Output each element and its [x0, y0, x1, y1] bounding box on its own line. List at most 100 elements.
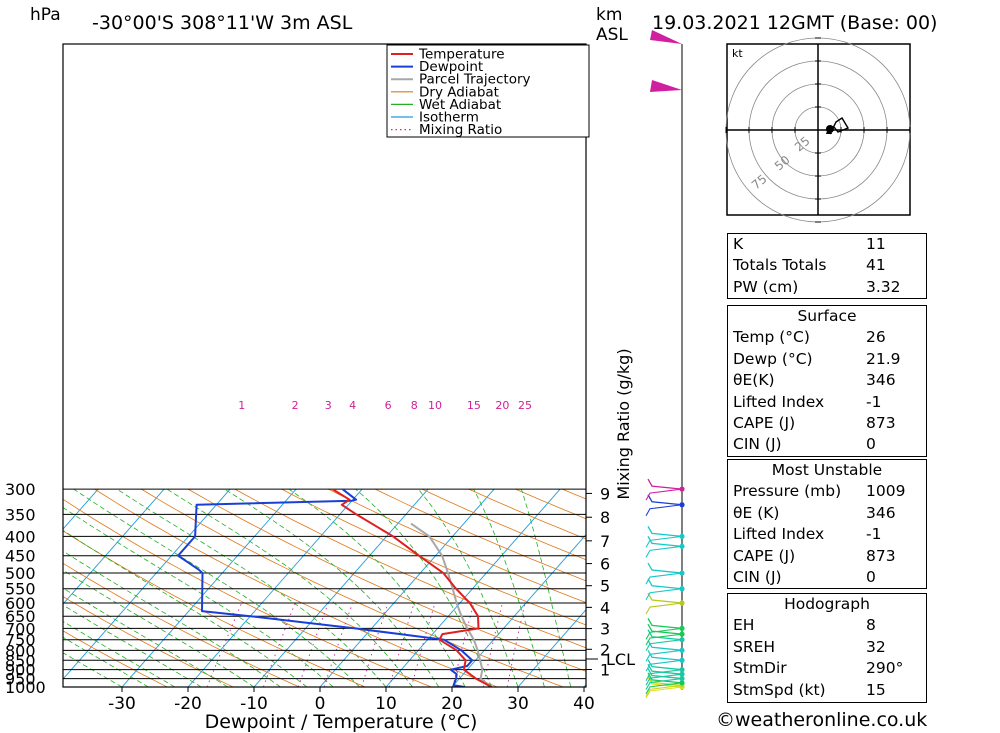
- dry-adiabat-line: [328, 488, 586, 604]
- stat-label: StmDir: [733, 659, 787, 678]
- pressure-tick-label: 1000: [5, 678, 46, 697]
- stat-label: PW (cm): [733, 277, 799, 296]
- pressure-tick-label: 600: [5, 594, 36, 613]
- stat-row: Pressure (mb) 1009: [728, 481, 926, 502]
- x-tick-label: 40: [573, 694, 595, 714]
- pressure-tick-label: 400: [5, 527, 36, 546]
- stat-row: Lifted Index -1: [728, 392, 926, 413]
- wind-barb: [647, 536, 683, 547]
- x-tick-label: -10: [240, 694, 268, 714]
- dewpoint-line: [177, 488, 474, 687]
- x-tick-label: 20: [441, 694, 463, 714]
- stat-label: CIN (J): [733, 435, 782, 454]
- dry-adiabat-line: [63, 530, 366, 687]
- mixing-ratio-tick-label: 25: [518, 399, 532, 412]
- wind-barb: [645, 588, 683, 601]
- wind-barb: [645, 633, 683, 646]
- pressure-tick-label: 900: [5, 661, 36, 680]
- wind-barb: [647, 494, 683, 506]
- x-tick-label: -20: [174, 694, 202, 714]
- stat-label: CIN (J): [733, 567, 782, 586]
- wet-adiabat-line: [63, 652, 123, 687]
- mixing-ratio-line: [506, 602, 526, 687]
- stat-label: Lifted Index: [733, 525, 825, 544]
- plot-frame: [62, 43, 587, 688]
- stat-label: Totals Totals: [733, 256, 827, 275]
- stat-row: K 11: [728, 234, 926, 255]
- pressure-tick-label: 800: [5, 641, 36, 660]
- isotherm-line: [385, 488, 561, 687]
- wind-barb: [645, 649, 683, 662]
- stat-value: 873: [866, 546, 896, 565]
- stat-label: θE(K): [733, 371, 775, 390]
- mixing-ratio-tick-label: 8: [411, 399, 418, 412]
- wind-barb: [645, 504, 683, 517]
- stat-value: 41: [866, 256, 886, 275]
- km-tick-label: 9: [600, 484, 610, 503]
- wind-barb: [647, 562, 683, 574]
- x-tick-label: 0: [315, 694, 326, 714]
- wind-barb: [645, 535, 683, 548]
- stat-row: Temp (°C) 26: [728, 327, 926, 348]
- wind-flag: [650, 80, 682, 92]
- indices-panel: K 11 Totals Totals 41 PW (cm) 3.32: [727, 233, 927, 300]
- lcl-label: LCL: [606, 650, 635, 669]
- stat-label: θE (K): [733, 503, 780, 522]
- dry-adiabat-line: [94, 488, 498, 687]
- legend-label: Isotherm: [419, 110, 479, 126]
- stat-row: Dewp (°C) 21.9: [728, 349, 926, 370]
- stat-row: CAPE (J) 873: [728, 546, 926, 567]
- wet-adiabat-line: [166, 488, 413, 687]
- wet-adiabat-line: [63, 636, 149, 687]
- km-tick-label: 1: [600, 660, 610, 679]
- stat-value: -1: [866, 392, 882, 411]
- stat-row: StmSpd (kt) 15: [728, 680, 926, 701]
- wind-barb: [647, 618, 683, 630]
- isotherm-line: [517, 609, 586, 687]
- surface-title: Surface: [797, 307, 857, 325]
- dry-adiabat-line: [63, 498, 432, 687]
- mixing-ratio-tick-label: 10: [428, 399, 442, 412]
- mixing-ratio-line: [297, 602, 329, 687]
- mixing-ratio-line: [388, 602, 415, 687]
- stat-value: 15: [866, 680, 886, 699]
- storm-motion-marker: [826, 125, 832, 134]
- hodograph-trace: [829, 117, 850, 135]
- pressure-tick-label: 750: [5, 631, 36, 650]
- wind-barb: [647, 639, 683, 651]
- wind-barb: [645, 488, 683, 501]
- asl-label: ASL: [596, 25, 628, 45]
- stat-row: Totals Totals 41: [728, 255, 926, 276]
- wind-barb: [645, 545, 683, 558]
- stat-label: Temp (°C): [733, 328, 810, 347]
- copyright-footer[interactable]: ©weatheronline.co.uk: [716, 709, 928, 731]
- km-label: km: [596, 5, 622, 25]
- wind-barb: [645, 686, 683, 699]
- km-tick-label: 5: [600, 577, 610, 596]
- pressure-lines: [63, 488, 586, 688]
- mixing-ratio-tick-label: 15: [467, 399, 481, 412]
- wind-barb: [645, 602, 683, 615]
- dry-adiabat-line: [141, 488, 564, 687]
- stat-value: 0: [866, 435, 876, 454]
- wind-barb: [647, 659, 683, 671]
- mixing-ratio-tick-label: 2: [292, 399, 299, 412]
- stat-label: K: [733, 235, 744, 253]
- wind-barb: [647, 629, 683, 641]
- isotherm-line: [63, 488, 165, 605]
- mixing-ratio-axis-label: Mixing Ratio (g/kg): [614, 348, 633, 499]
- wind-barb: [647, 526, 683, 538]
- wet-adiabat-line: [63, 550, 281, 687]
- km-tick-label: 4: [600, 598, 610, 617]
- axes: 1 2 3 4 6 8 10 15 20 2530035040045050055060065070…: [5, 399, 610, 714]
- profiles: [177, 488, 493, 687]
- legend-label: Dry Adiabat: [419, 84, 499, 100]
- legend-label: Parcel Trajectory: [419, 72, 531, 88]
- stat-row: θE(K) 346: [728, 370, 926, 391]
- hodograph-title: Hodograph: [784, 595, 870, 613]
- wind-barb: [647, 578, 683, 590]
- mixing-ratio-line: [410, 602, 436, 687]
- stat-value: 3.32: [866, 277, 901, 296]
